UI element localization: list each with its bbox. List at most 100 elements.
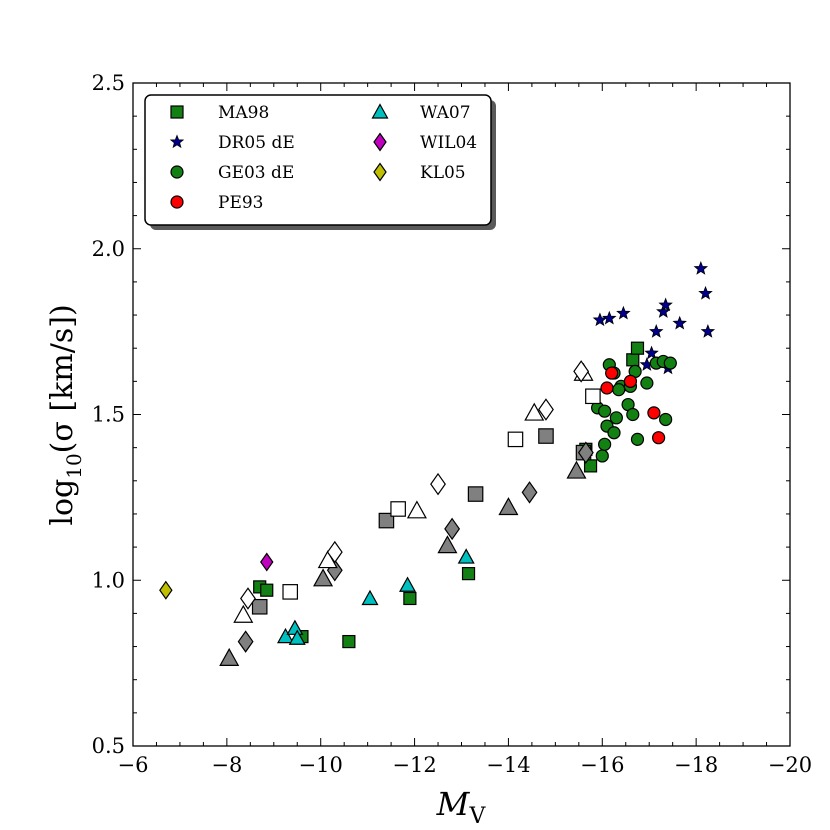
legend-marker	[373, 162, 387, 182]
legend-marker	[170, 195, 184, 209]
data-point	[390, 501, 406, 517]
data-point	[430, 472, 446, 496]
y-tick-label: 2.0	[92, 237, 125, 261]
legend-label: GE03 dE	[218, 163, 294, 183]
x-tick-label: −20	[768, 753, 812, 777]
data-point	[693, 261, 709, 275]
x-tick-label: −8	[211, 753, 242, 777]
data-point	[640, 376, 654, 390]
data-point	[219, 647, 240, 666]
data-point	[651, 431, 666, 445]
y-tick-label: 1.0	[92, 568, 125, 592]
legend-label: WIL04	[420, 133, 477, 153]
y-tick-label: 2.5	[92, 71, 125, 95]
data-point	[598, 404, 612, 418]
series-open-squares	[282, 388, 601, 600]
x-axis-label: MV	[436, 785, 487, 829]
data-point	[378, 512, 395, 529]
legend-label: PE93	[218, 193, 263, 213]
data-point	[437, 535, 458, 554]
x-tick-label: −14	[486, 753, 530, 777]
data-point	[647, 406, 661, 420]
data-point	[538, 428, 554, 444]
series-wil04	[260, 552, 274, 572]
data-point	[602, 310, 617, 325]
plot-frame	[132, 82, 791, 747]
data-point	[623, 374, 638, 388]
legend-box	[144, 94, 492, 226]
legend-label: KL05	[420, 163, 466, 183]
x-tick-label: −12	[392, 753, 436, 777]
data-point	[598, 437, 612, 451]
series-pe93	[600, 366, 666, 445]
data-point	[616, 305, 631, 320]
data-point	[467, 486, 484, 502]
data-point	[521, 481, 538, 504]
data-point	[626, 353, 640, 367]
y-axis-label: log10(σ [km/s])	[45, 304, 86, 525]
data-point	[700, 324, 716, 338]
data-point	[457, 548, 475, 564]
data-point	[406, 500, 427, 519]
series-grey-diamonds	[237, 441, 594, 653]
legend-label: DR05 dE	[218, 133, 295, 153]
data-point	[240, 587, 256, 610]
data-point	[609, 411, 623, 425]
series-wa07	[276, 548, 475, 645]
data-point	[600, 381, 614, 395]
legend-marker	[170, 105, 184, 119]
data-point	[276, 627, 295, 644]
series-dr05-de	[592, 261, 716, 375]
data-point	[403, 591, 417, 606]
data-point	[444, 517, 461, 541]
data-point	[626, 407, 640, 422]
data-point	[659, 412, 673, 427]
x-tick-label: −18	[674, 753, 718, 777]
data-point	[288, 629, 306, 645]
data-point	[649, 324, 664, 338]
data-point	[595, 449, 609, 463]
data-point	[658, 297, 673, 312]
legend-label: MA98	[218, 103, 269, 123]
data-point	[524, 402, 545, 421]
legend-marker	[371, 103, 389, 119]
data-point	[698, 285, 713, 300]
data-point	[566, 460, 587, 479]
data-point	[630, 341, 645, 355]
y-tick-label: 1.5	[92, 403, 125, 427]
data-point	[507, 431, 524, 448]
x-tick-label: −6	[118, 753, 149, 777]
data-point	[251, 598, 268, 615]
data-point	[237, 630, 254, 653]
tick-labels: −6 −8 −10 −12 −14 −16 −18 −20 0.5 1.0 1.5 2.0 2.5	[92, 71, 813, 777]
data-point	[326, 540, 343, 564]
legend: MA98 DR05 dE GE03 dE PE93 WA07 WIL04 KL05	[144, 94, 496, 230]
legend-marker	[373, 132, 387, 152]
y-tick-label: 0.5	[92, 734, 125, 758]
data-point	[663, 356, 677, 370]
data-point	[630, 432, 645, 446]
data-point	[159, 580, 173, 600]
legend-marker	[170, 165, 184, 179]
data-point	[260, 583, 274, 597]
data-point	[573, 360, 590, 383]
data-point	[313, 568, 334, 587]
x-tick-label: −16	[580, 753, 624, 777]
series-grey-triangles	[219, 460, 587, 666]
series-open-diamonds	[240, 360, 590, 610]
data-point	[233, 604, 254, 623]
data-point	[282, 584, 299, 600]
data-point	[577, 441, 594, 464]
data-point	[644, 345, 659, 360]
data-point	[399, 576, 417, 592]
data-point	[342, 634, 356, 649]
data-point	[461, 567, 476, 581]
data-point	[612, 383, 626, 397]
data-point	[605, 366, 619, 380]
data-point	[538, 398, 554, 421]
axis-ticks	[132, 82, 791, 747]
x-tick-label: −10	[299, 753, 343, 777]
data-point	[607, 426, 621, 440]
data-point	[260, 552, 274, 572]
